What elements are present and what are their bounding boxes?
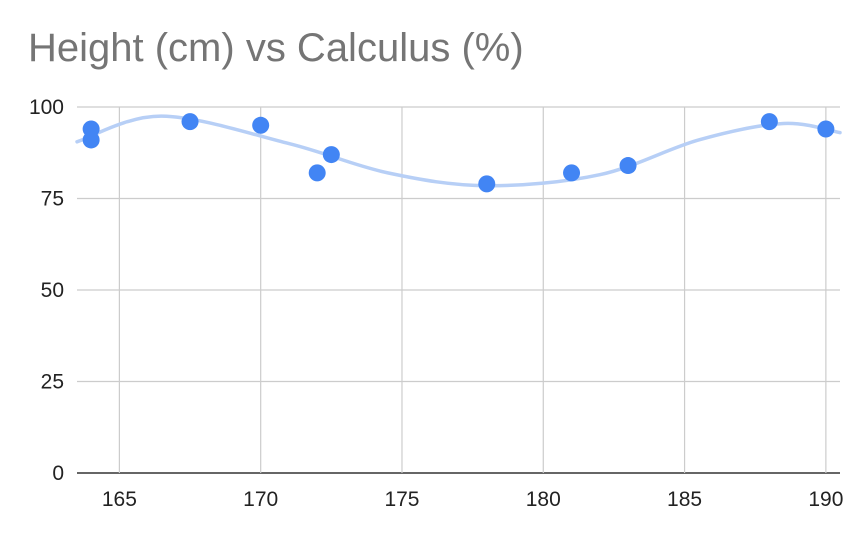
data-point	[322, 146, 340, 164]
x-tick-label: 170	[243, 488, 278, 511]
y-tick-label: 75	[41, 188, 64, 211]
data-point	[563, 164, 581, 182]
data-point	[308, 164, 326, 182]
data-point	[619, 157, 637, 175]
y-tick-label: 50	[41, 279, 64, 302]
x-tick-label: 190	[808, 488, 843, 511]
y-tick-label: 100	[29, 96, 64, 119]
y-tick-label: 0	[52, 462, 64, 485]
x-tick-label: 185	[667, 488, 702, 511]
y-tick-label: 25	[41, 371, 64, 394]
grid-lines	[77, 106, 840, 474]
data-point	[478, 175, 496, 193]
data-point	[82, 131, 100, 149]
data-points	[82, 113, 835, 193]
data-point	[252, 116, 270, 134]
chart-title: Height (cm) vs Calculus (%)	[28, 26, 524, 70]
data-point	[760, 113, 778, 131]
y-axis-tick-labels: 0 25 50 75 100	[29, 96, 64, 485]
data-point	[181, 113, 199, 131]
x-tick-label: 180	[526, 488, 561, 511]
data-point	[817, 120, 835, 138]
x-axis-tick-labels: 165 170 175 180 185 190	[102, 488, 844, 511]
x-tick-label: 165	[102, 488, 137, 511]
x-tick-label: 175	[384, 488, 419, 511]
